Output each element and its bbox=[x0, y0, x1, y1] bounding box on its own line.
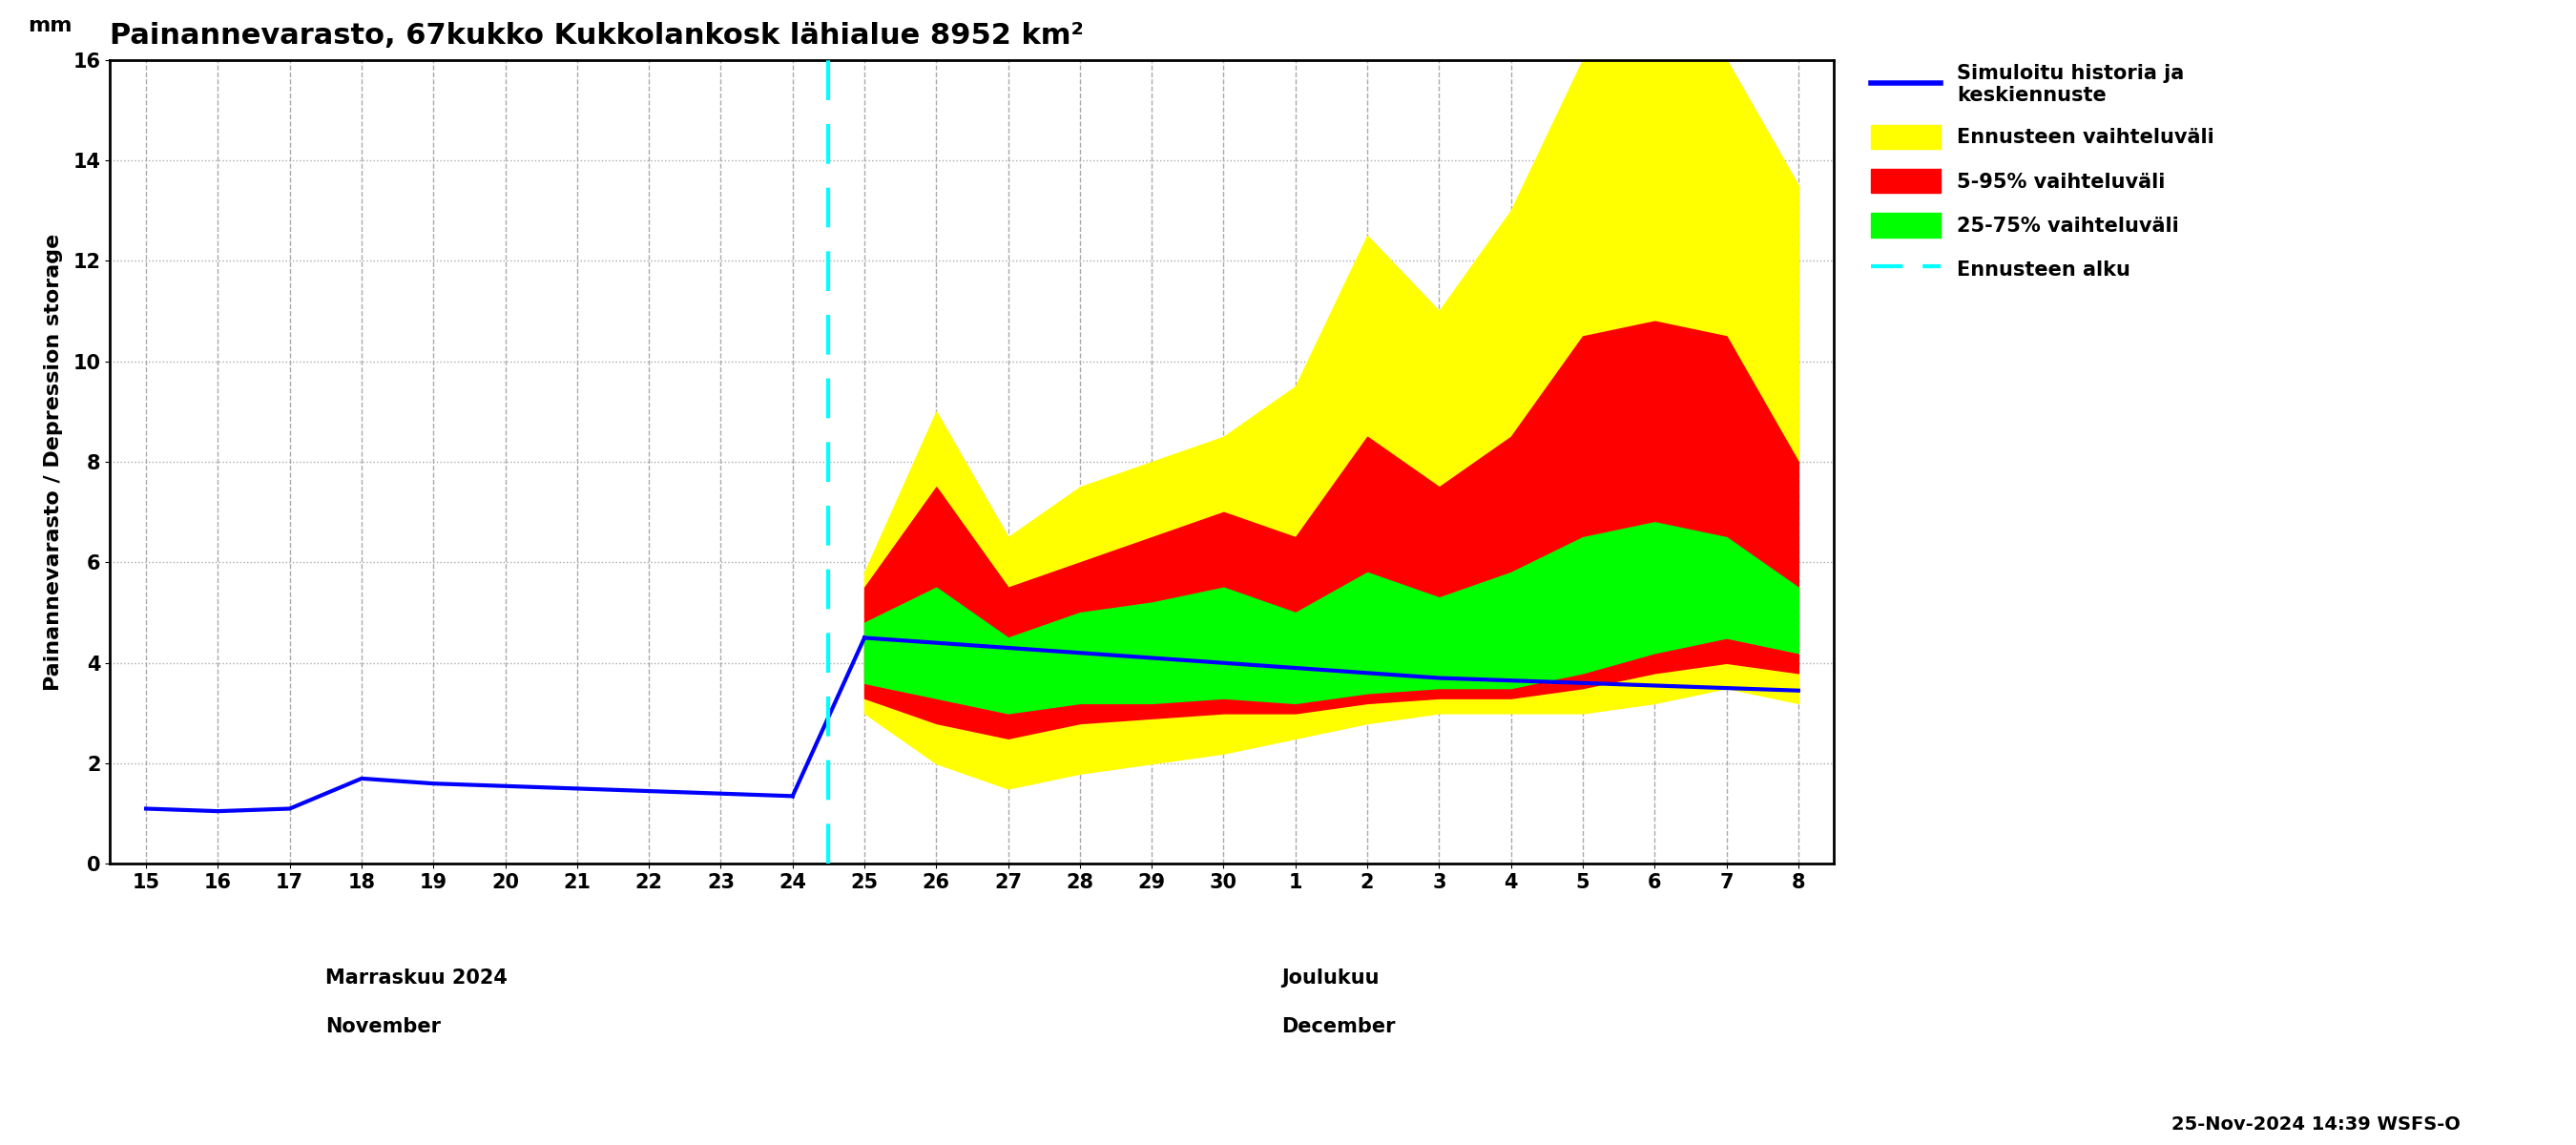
Legend: Simuloitu historia ja
keskiennuste, Ennusteen vaihteluväli, 5-95% vaihteluväli, : Simuloitu historia ja keskiennuste, Ennu… bbox=[1862, 54, 2223, 291]
Text: December: December bbox=[1280, 1017, 1396, 1036]
Text: 25-Nov-2024 14:39 WSFS-O: 25-Nov-2024 14:39 WSFS-O bbox=[2172, 1115, 2460, 1134]
Y-axis label: Painannevarasto / Depression storage: Painannevarasto / Depression storage bbox=[44, 234, 62, 690]
Text: mm: mm bbox=[28, 17, 72, 35]
Text: Marraskuu 2024: Marraskuu 2024 bbox=[325, 969, 507, 987]
Text: November: November bbox=[325, 1017, 440, 1036]
Text: Painannevarasto, 67kukko Kukkolankosk lähialue 8952 km²: Painannevarasto, 67kukko Kukkolankosk lä… bbox=[111, 22, 1084, 49]
Text: Joulukuu: Joulukuu bbox=[1280, 969, 1378, 987]
